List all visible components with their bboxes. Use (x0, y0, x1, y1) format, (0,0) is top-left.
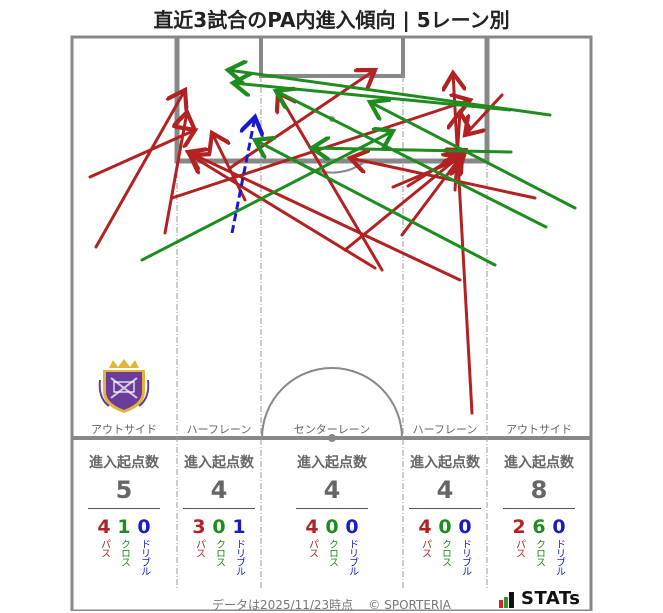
cross-count: 6 (532, 516, 546, 538)
divider (296, 508, 368, 509)
divider (88, 508, 160, 509)
cross-count: 0 (325, 516, 339, 538)
lane-dividers (176, 76, 488, 590)
dribble-arrows (230, 117, 255, 234)
dribble-count: 1 (232, 516, 246, 538)
entry-count-heading: 進入起点数 (89, 455, 159, 471)
cross-label: クロス (326, 539, 338, 566)
lane-stats-halfspace-right: 進入起点数 4 4 パス 0 クロス 0 ドリブル (403, 452, 487, 575)
cross-label: クロス (439, 539, 451, 566)
cross-count: 0 (438, 516, 452, 538)
pass-count: 3 (192, 516, 206, 538)
dribble-count: 0 (345, 516, 359, 538)
chart-title: 直近3試合のPA内進入傾向 | 5レーン別 (153, 8, 510, 32)
footer: データは2025/11/23時点 © SPORTERIA (0, 596, 663, 613)
entry-count-total: 4 (323, 476, 341, 504)
data-date-note: データは2025/11/23時点 (211, 598, 354, 612)
entry-count-heading: 進入起点数 (410, 455, 480, 471)
cross-arrows (140, 70, 577, 267)
copyright: © SPORTERIA (368, 598, 451, 612)
pass-label: パス (98, 539, 110, 557)
lane-stats-outside-left: 進入起点数 5 4 パス 1 クロス 0 ドリブル (72, 452, 176, 575)
dribble-label: ドリブル (233, 539, 245, 575)
divider (409, 508, 481, 509)
pass-label: パス (513, 539, 525, 557)
bar-chart-logo-icon (499, 592, 514, 608)
team-emblem-icon (98, 359, 150, 413)
entry-count-heading: 進入起点数 (184, 455, 254, 471)
entry-count-total: 8 (530, 476, 548, 504)
divider (183, 508, 255, 509)
entry-count-heading: 進入起点数 (297, 455, 367, 471)
pass-label: パス (419, 539, 431, 557)
dribble-count: 0 (458, 516, 472, 538)
logo-text: STATs (521, 588, 581, 609)
pass-label: パス (193, 539, 205, 557)
entry-count-total: 4 (436, 476, 454, 504)
cross-label: クロス (118, 539, 130, 566)
cross-count: 1 (117, 516, 131, 538)
cross-label: クロス (213, 539, 225, 566)
lane-stats-halfspace-left: 進入起点数 4 3 パス 0 クロス 1 ドリブル (177, 452, 261, 575)
cross-count: 0 (212, 516, 226, 538)
lane-label-halfspace-left: ハーフレーン (186, 423, 252, 436)
pass-label: パス (306, 539, 318, 557)
dribble-label: ドリブル (346, 539, 358, 575)
dribble-count: 0 (137, 516, 151, 538)
dribble-label: ドリブル (553, 539, 565, 575)
dribble-count: 0 (552, 516, 566, 538)
divider (503, 508, 575, 509)
entry-count-total: 5 (115, 476, 133, 504)
lane-stats-outside-right: 進入起点数 8 2 パス 6 クロス 0 ドリブル (487, 452, 591, 575)
pass-count: 2 (512, 516, 526, 538)
entry-count-total: 4 (210, 476, 228, 504)
lane-label-outside-right: アウトサイド (506, 423, 572, 436)
lane-label-center: センターレーン (293, 423, 371, 436)
lane-stats-center: 進入起点数 4 4 パス 0 クロス 0 ドリブル (261, 452, 403, 575)
lane-label-halfspace-right: ハーフレーン (412, 423, 478, 436)
pass-count: 4 (305, 516, 319, 538)
pass-arrows (88, 70, 537, 415)
dribble-label: ドリブル (138, 539, 150, 575)
center-spot (328, 434, 336, 442)
lane-label-outside-left: アウトサイド (91, 423, 157, 436)
pass-count: 4 (418, 516, 432, 538)
pass-count: 4 (97, 516, 111, 538)
stats-logo: STATs (499, 590, 580, 608)
entry-count-heading: 進入起点数 (504, 455, 574, 471)
cross-label: クロス (533, 539, 545, 566)
dribble-label: ドリブル (459, 539, 471, 575)
